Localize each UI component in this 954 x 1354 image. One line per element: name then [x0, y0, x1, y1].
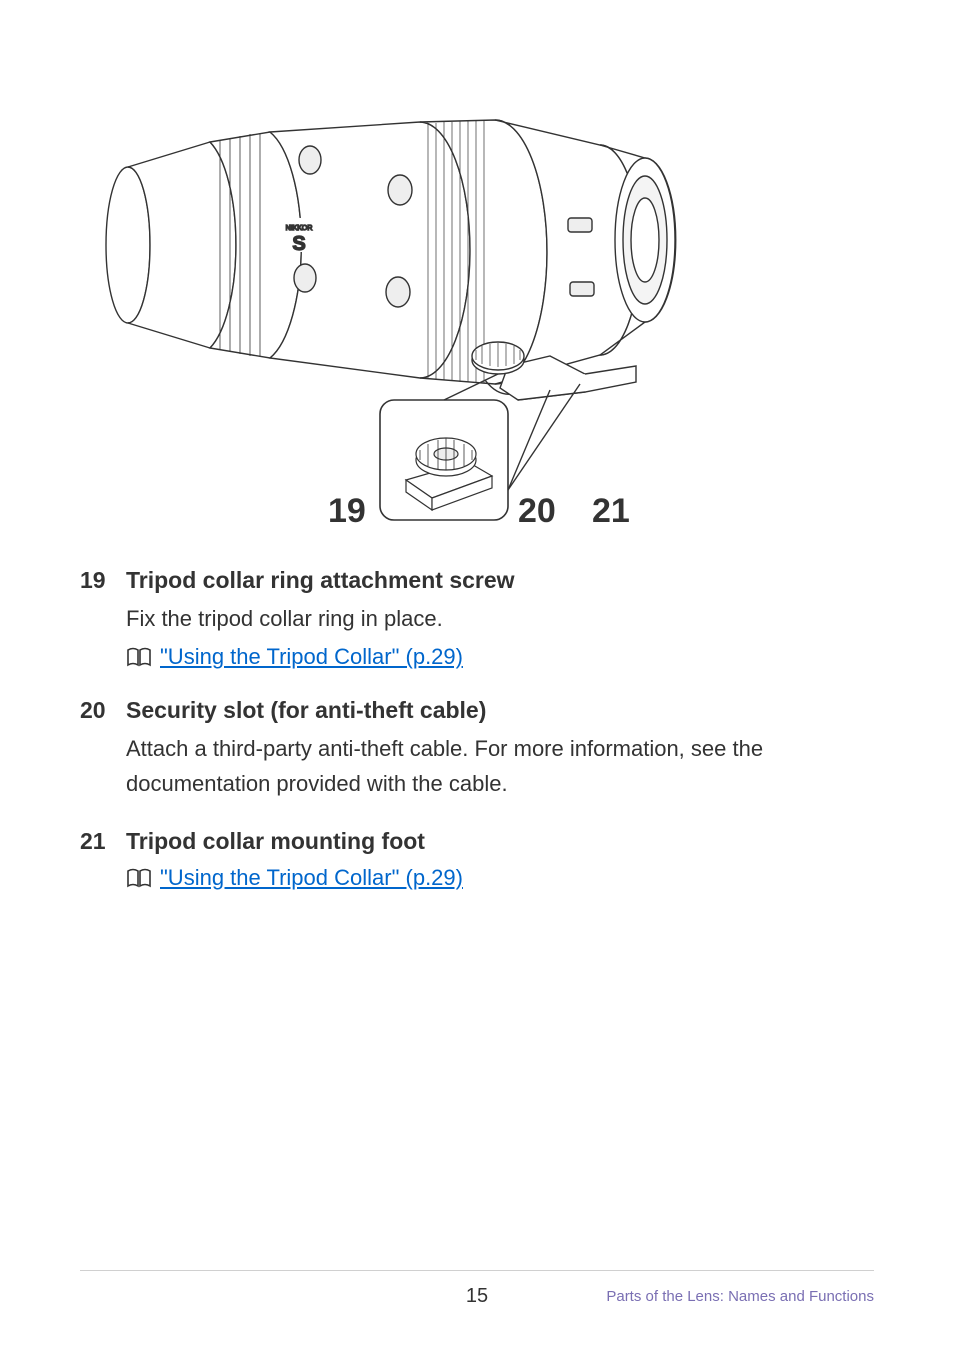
item-description: Attach a third-party anti-theft cable. F…: [126, 732, 874, 800]
page: NIKKOR S: [0, 0, 954, 1354]
xref-link[interactable]: "Using the Tripod Collar" (p.29): [160, 644, 463, 670]
book-icon: [126, 647, 152, 667]
lens-illustration: NIKKOR S: [80, 60, 874, 540]
item-title: Tripod collar mounting foot: [126, 825, 874, 857]
item-title: Security slot (for anti-theft cable): [126, 694, 874, 726]
book-icon: [126, 868, 152, 888]
section-title: Parts of the Lens: Names and Functions: [606, 1288, 874, 1305]
item-description: Fix the tripod collar ring in place.: [126, 602, 874, 636]
svg-text:S: S: [292, 233, 305, 255]
cross-reference-row: "Using the Tripod Collar" (p.29): [126, 644, 874, 670]
item-number: 20: [80, 694, 126, 800]
lens-diagram: NIKKOR S: [80, 60, 874, 540]
item-19: 19 Tripod collar ring attachment screw F…: [80, 564, 874, 670]
page-number: 15: [466, 1285, 488, 1308]
item-number: 19: [80, 564, 126, 670]
item-title: Tripod collar ring attachment screw: [126, 564, 874, 596]
svg-text:NIKKOR: NIKKOR: [286, 225, 313, 232]
item-21: 21 Tripod collar mounting foot "Using th…: [80, 825, 874, 891]
xref-link[interactable]: "Using the Tripod Collar" (p.29): [160, 865, 463, 891]
item-20: 20 Security slot (for anti-theft cable) …: [80, 694, 874, 800]
item-number: 21: [80, 825, 126, 891]
cross-reference-row: "Using the Tripod Collar" (p.29): [126, 865, 874, 891]
page-footer: 15 Parts of the Lens: Names and Function…: [80, 1270, 874, 1308]
